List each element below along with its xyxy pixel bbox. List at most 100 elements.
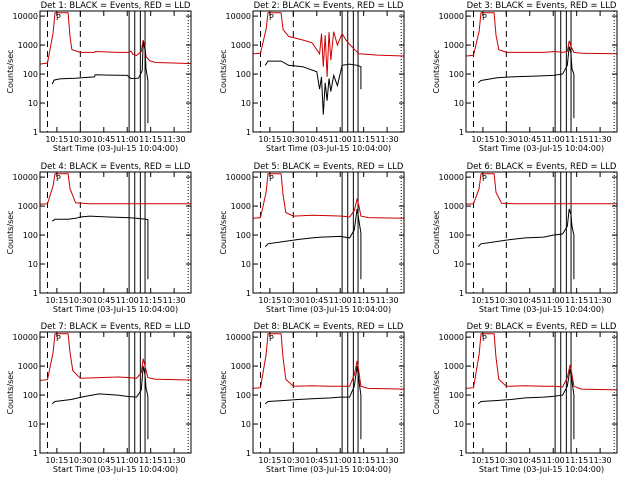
plot-frame [39, 331, 192, 454]
x-tick-label: 11:00 [329, 296, 352, 305]
y-tick-label: 10000 [13, 173, 38, 182]
panel-title: Det 2: BLACK = Events, RED = LLD [254, 1, 404, 11]
x-tick-label: 11:15 [139, 296, 162, 305]
lld-series-line [39, 173, 191, 205]
plot-frame [465, 10, 618, 133]
detector-panel-7: P 1 10 100 1000 10000 10:15 10:30 10:45 11:00 11:1… [6, 322, 192, 474]
flag-label: P [482, 174, 487, 183]
flag-label: P [269, 174, 274, 183]
y-tick-label: 1000 [231, 362, 251, 371]
x-tick-label: 11:00 [116, 296, 139, 305]
y-tick-label: 1 [33, 449, 38, 458]
events-series-line [264, 366, 362, 440]
x-tick-label: 10:15 [258, 456, 281, 465]
x-tick-label: 10:45 [305, 296, 328, 305]
y-tick-label: 1000 [444, 41, 464, 50]
events-series-line [477, 368, 575, 440]
y-tick-label: 100 [23, 70, 38, 79]
x-tick-label: 10:45 [92, 135, 115, 144]
lld-series-line [39, 333, 192, 381]
y-tick-label: 10000 [13, 333, 38, 342]
y-tick-label: 1000 [231, 41, 251, 50]
lld-series-line [465, 173, 617, 205]
x-tick-label: 10:15 [258, 296, 281, 305]
panel-title: Det 7: BLACK = Events, RED = LLD [41, 322, 191, 332]
x-tick-label: 11:00 [329, 456, 352, 465]
events-series-line [477, 208, 575, 280]
y-tick-label: 1000 [444, 362, 464, 371]
x-tick-label: 10:45 [518, 135, 541, 144]
x-tick-label: 10:45 [518, 456, 541, 465]
y-tick-label: 100 [23, 391, 38, 400]
plot-frame [252, 10, 405, 133]
lld-series-line [252, 333, 405, 390]
y-axis-label: Counts/sec [219, 49, 228, 93]
y-tick-label: 1 [246, 289, 251, 298]
x-tick-label: 11:15 [565, 296, 588, 305]
y-tick-label: 10 [241, 420, 251, 429]
x-tick-label: 11:00 [542, 296, 565, 305]
y-tick-label: 1000 [18, 202, 38, 211]
x-tick-label: 10:15 [45, 296, 68, 305]
x-tick-label: 10:30 [69, 296, 92, 305]
detector-panel-9: P 1 10 100 1000 10000 10:15 10:30 10:45 11:00 11:1… [432, 322, 618, 474]
x-tick-label: 11:15 [352, 296, 375, 305]
x-tick-label: 11:30 [376, 296, 399, 305]
events-series-line [51, 41, 149, 124]
x-axis-label: Start Time (03-Jul-15 10:04:00) [479, 465, 604, 474]
flag-label: P [482, 13, 487, 22]
x-tick-label: 10:45 [518, 296, 541, 305]
y-axis-label: Counts/sec [432, 49, 441, 93]
y-tick-label: 100 [449, 231, 464, 240]
x-tick-label: 10:30 [69, 135, 92, 144]
x-tick-label: 10:45 [305, 135, 328, 144]
y-axis-label: Counts/sec [6, 370, 15, 414]
x-tick-label: 10:30 [282, 456, 305, 465]
x-tick-label: 11:30 [163, 296, 186, 305]
x-tick-label: 11:15 [352, 456, 375, 465]
x-tick-label: 10:15 [471, 135, 494, 144]
x-tick-label: 10:15 [258, 135, 281, 144]
x-tick-label: 10:15 [45, 135, 68, 144]
plot-frame [39, 10, 192, 133]
x-axis-label: Start Time (03-Jul-15 10:04:00) [266, 144, 391, 153]
x-axis-label: Start Time (03-Jul-15 10:04:00) [53, 305, 178, 314]
flag-label: P [56, 334, 61, 343]
x-tick-label: 11:15 [139, 456, 162, 465]
x-tick-label: 10:45 [305, 456, 328, 465]
y-tick-label: 1 [459, 289, 464, 298]
x-tick-label: 11:30 [376, 135, 399, 144]
y-tick-label: 1000 [444, 202, 464, 211]
y-tick-label: 10000 [439, 333, 464, 342]
x-axis-label: Start Time (03-Jul-15 10:04:00) [479, 144, 604, 153]
events-series-line [264, 208, 362, 280]
detector-panel-1: P 1 10 100 1000 10000 10:15 10:30 10:45 11:00 11:1… [6, 1, 192, 153]
x-tick-label: 11:15 [352, 135, 375, 144]
x-tick-label: 10:15 [45, 456, 68, 465]
y-tick-label: 1000 [18, 362, 38, 371]
events-series-line [51, 215, 149, 280]
y-tick-label: 100 [236, 391, 251, 400]
x-tick-label: 11:30 [589, 135, 612, 144]
detector-panel-5: P 1 10 100 1000 10000 10:15 10:30 10:45 11:00 11:1… [219, 162, 405, 314]
detector-panel-2: P 1 10 100 1000 10000 10:15 10:30 10:45 11:00 11:1… [219, 1, 405, 153]
y-tick-label: 100 [236, 231, 251, 240]
x-tick-label: 11:15 [139, 135, 162, 144]
plot-frame [465, 331, 618, 454]
y-axis-label: Counts/sec [432, 370, 441, 414]
x-tick-label: 10:15 [471, 296, 494, 305]
x-tick-label: 11:30 [163, 456, 186, 465]
y-tick-label: 10 [241, 99, 251, 108]
y-tick-label: 1 [33, 289, 38, 298]
events-series-line [477, 46, 575, 119]
y-axis-label: Counts/sec [219, 210, 228, 254]
flag-label: P [269, 13, 274, 22]
y-tick-label: 10 [454, 99, 464, 108]
x-tick-label: 11:15 [565, 135, 588, 144]
flag-label: P [56, 13, 61, 22]
y-tick-label: 1 [459, 128, 464, 137]
panel-title: Det 9: BLACK = Events, RED = LLD [467, 322, 617, 332]
y-tick-label: 10 [28, 420, 38, 429]
flag-label: P [56, 174, 61, 183]
